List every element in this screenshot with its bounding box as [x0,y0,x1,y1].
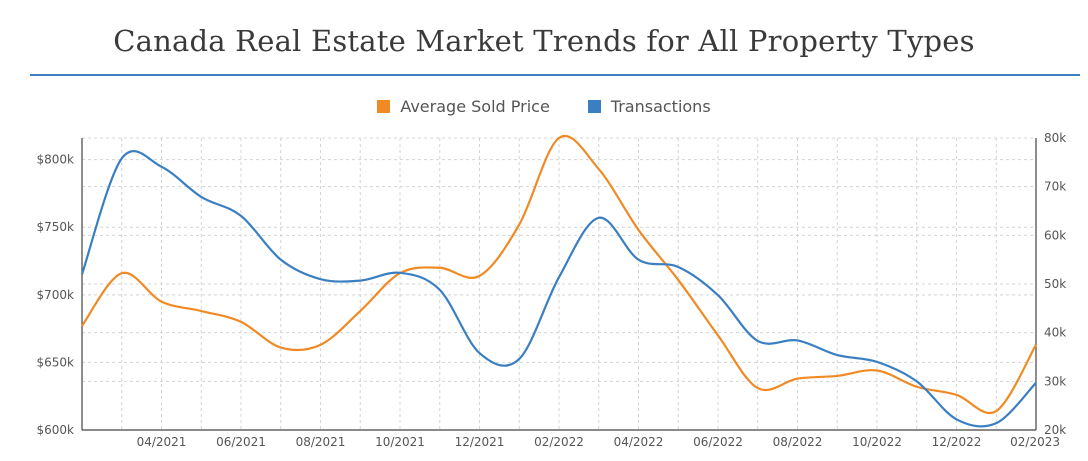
x-tick-label: 04/2022 [614,435,664,449]
title-underline [30,74,1080,76]
x-tick-label: 08/2022 [773,435,823,449]
x-tick-label: 04/2021 [137,435,187,449]
y-right-tick-label: 30k [1044,374,1066,388]
chart-legend: Average Sold Price Transactions [0,97,1088,116]
x-tick-label: 06/2021 [216,435,266,449]
y-right-tick-label: 70k [1044,180,1066,194]
x-tick-label: 12/2021 [455,435,505,449]
y-left-tick-label: $700k [37,288,75,302]
axes [81,138,1037,431]
y-left-tick-label: $650k [37,355,75,369]
x-tick-label: 08/2021 [296,435,346,449]
y-right-tick-label: 50k [1044,277,1066,291]
legend-swatch-price [377,100,391,113]
y-left-tick-label: $600k [37,423,75,437]
x-tick-label: 12/2022 [932,435,982,449]
x-tick-label: 06/2022 [693,435,743,449]
series-line-transactions [80,150,1037,428]
y-right-tick-label: 60k [1044,228,1066,242]
y-right-tick-label: 20k [1044,423,1066,437]
x-tick-label: 10/2022 [852,435,902,449]
legend-swatch-transactions [587,100,601,113]
series-line-average-sold-price [81,135,1037,415]
y-left-tick-label: $800k [37,153,75,167]
tick-labels: $600k $650k $700k $750k $800k 20k 30k 40k 50k 60k… [37,131,1067,449]
legend-item-price[interactable]: Average Sold Price [377,97,550,116]
legend-label-transactions: Transactions [610,97,711,116]
chart-title: Canada Real Estate Market Trends for All… [113,24,975,58]
x-tick-label: 02/2022 [534,435,584,449]
grid-lines [81,137,1037,431]
legend-label-price: Average Sold Price [400,97,550,116]
legend-item-transactions[interactable]: Transactions [587,97,711,116]
y-left-tick-label: $750k [37,220,75,234]
series-lines [80,135,1037,428]
y-right-tick-label: 80k [1044,131,1066,145]
x-tick-label: 02/2023 [1010,435,1060,449]
y-right-tick-label: 40k [1044,326,1066,340]
x-tick-label: 10/2021 [375,435,425,449]
